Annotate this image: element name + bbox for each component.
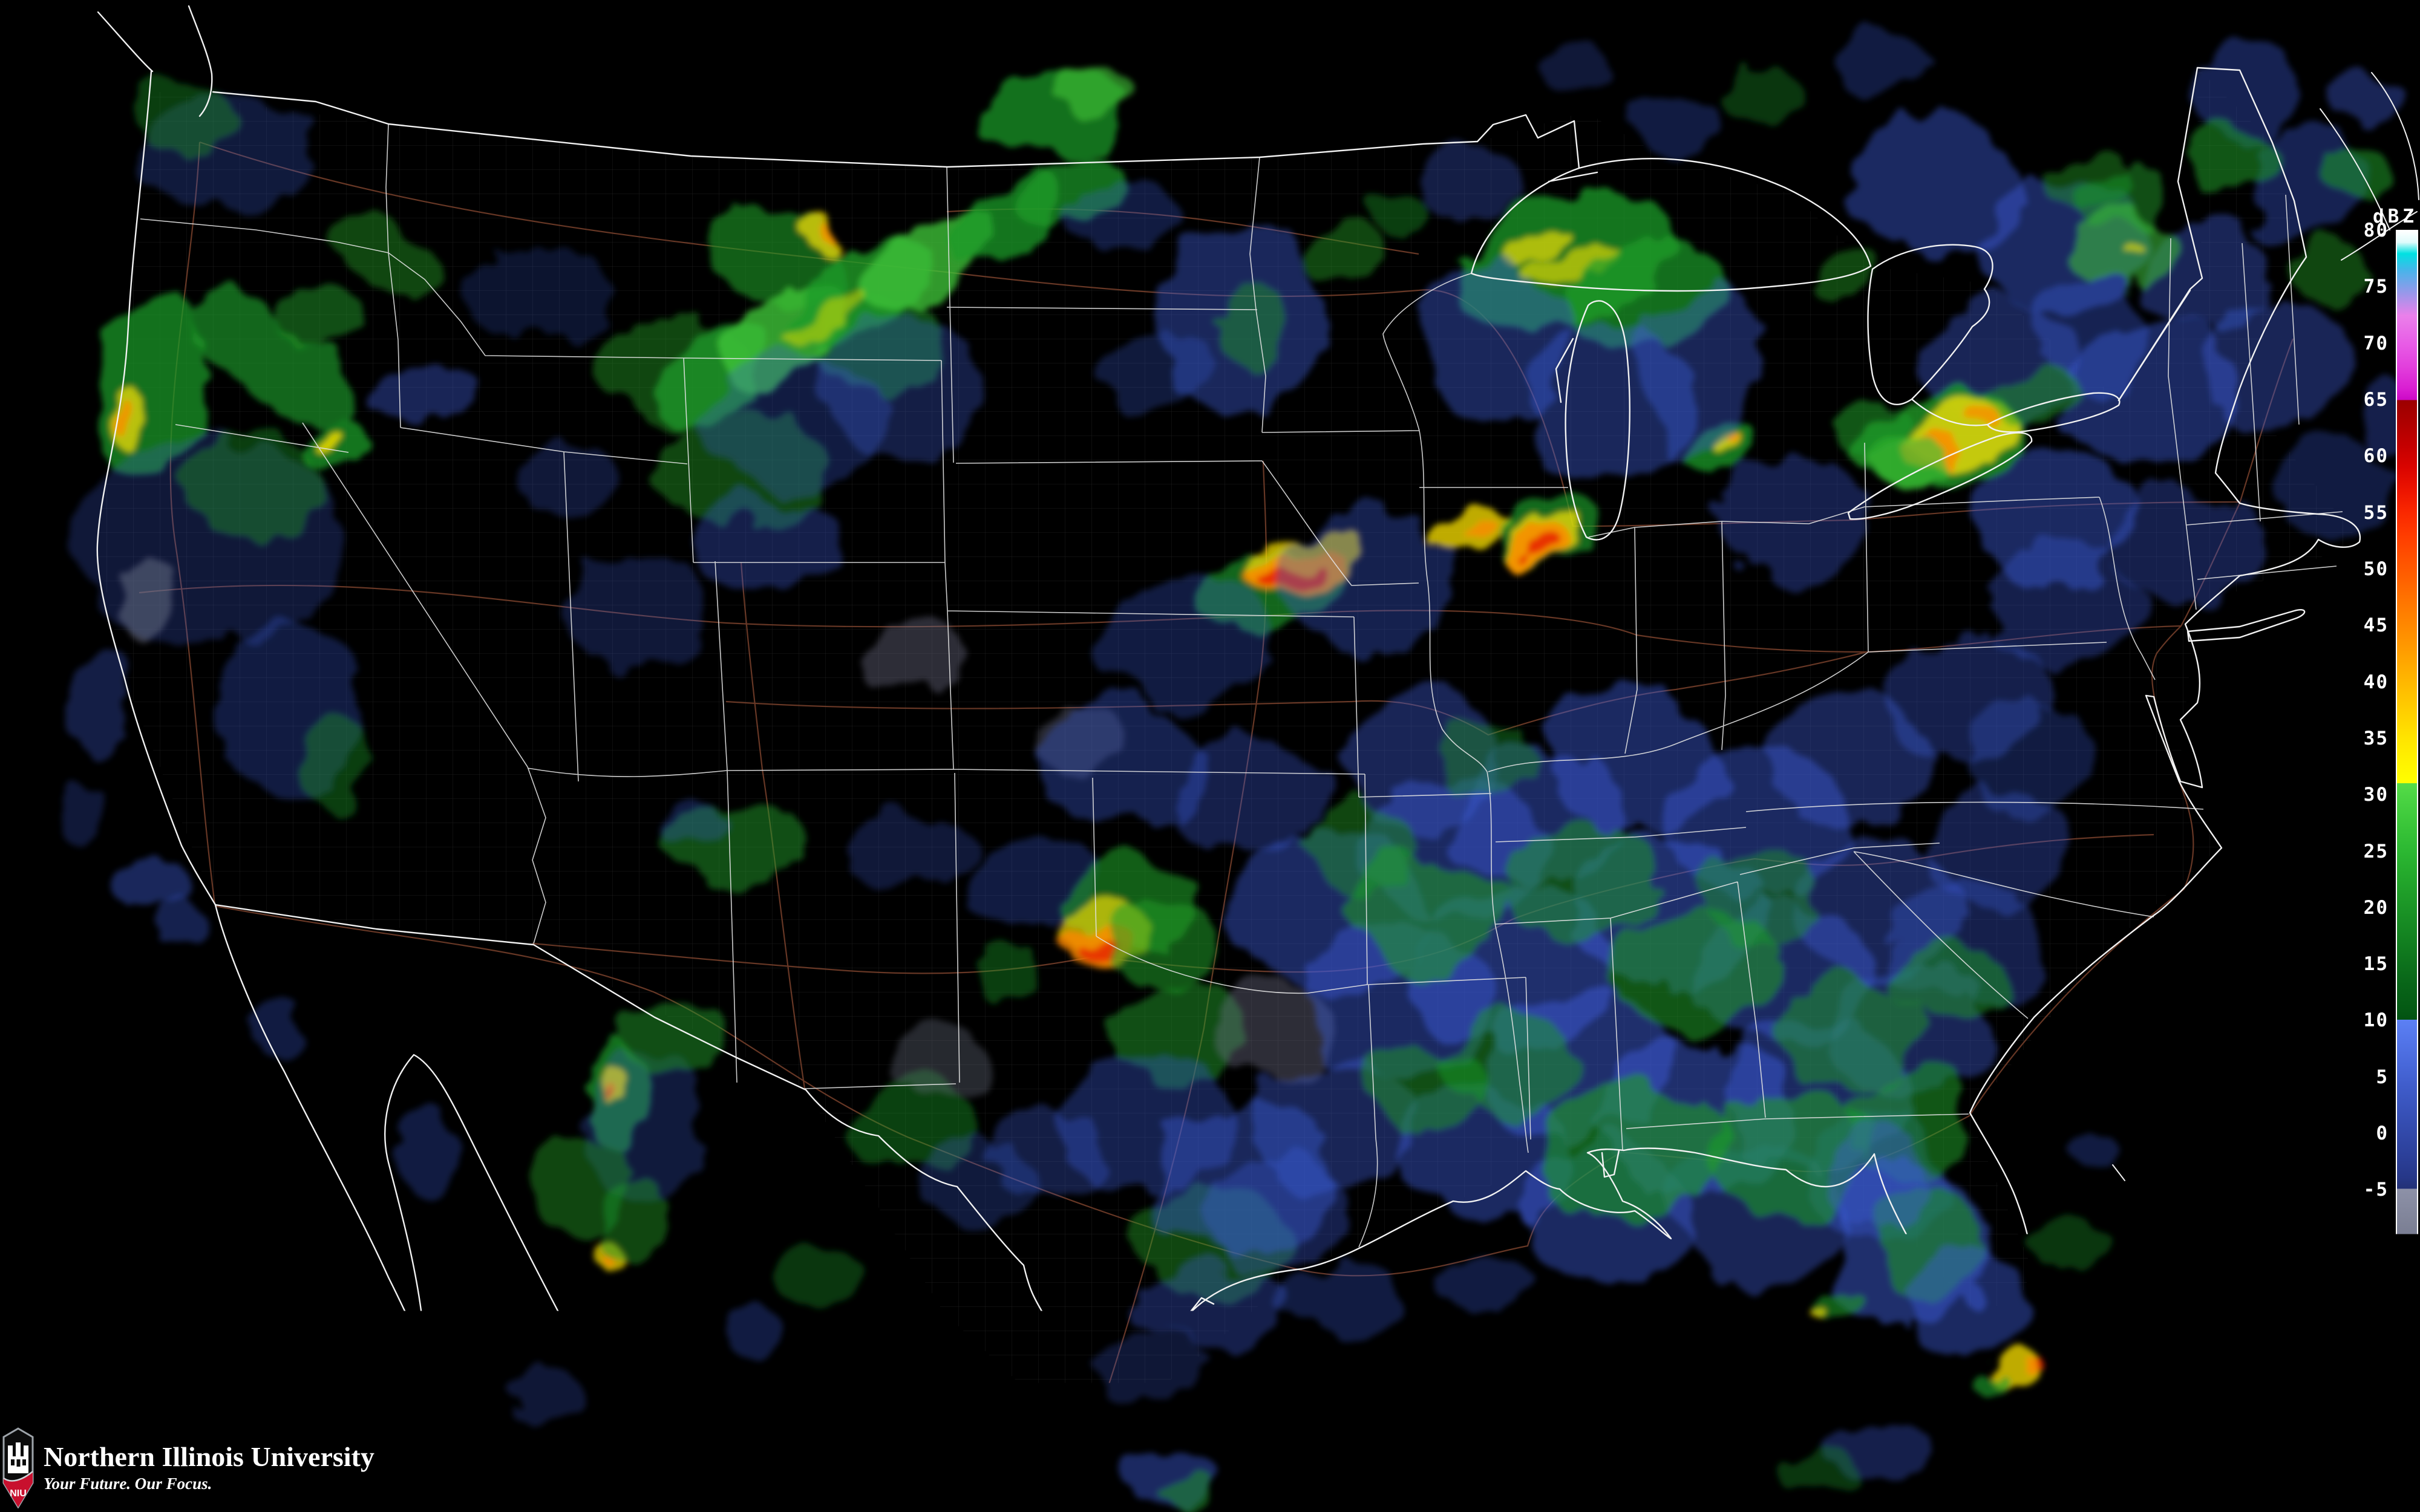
radar-echo: [1543, 1083, 1730, 1222]
colorbar-tick--20: -20: [2314, 1348, 2389, 1370]
radar-echo: [319, 438, 344, 454]
colorbar-tick-10: 10: [2314, 1009, 2389, 1031]
radar-echo: [375, 366, 472, 420]
radar-echo: [1370, 197, 1431, 239]
colorbar-tick--30: -30: [2314, 1461, 2389, 1483]
radar-echo: [819, 230, 841, 244]
radar-echo: [1270, 1270, 1398, 1337]
radar-echo: [68, 659, 126, 768]
radar-echo: [1819, 1302, 1838, 1314]
radar-echo: [2023, 1217, 2098, 1268]
radar-echo: [965, 947, 1044, 1001]
radar-echo: [1637, 290, 1764, 448]
radar-echo: [122, 556, 168, 641]
niu-branding: NIU Northern Illinois University Your Fu…: [2, 1427, 374, 1508]
radar-echo: [1774, 1453, 1862, 1492]
colorbar-tick-5: 5: [2314, 1066, 2389, 1088]
radar-echo: [1104, 578, 1267, 705]
colorbar-tick--5: -5: [2314, 1179, 2389, 1201]
radar-echo: [118, 404, 134, 431]
radar-echo: [299, 705, 372, 813]
radar-echo: [1694, 853, 1821, 943]
radar-echo: [1307, 804, 1422, 895]
radar-echo: [620, 995, 723, 1074]
radar-echo: [1833, 36, 1930, 97]
radar-echo: [1984, 369, 2075, 423]
radar-echo: [1434, 1258, 1537, 1312]
radar-echo: [2329, 67, 2396, 121]
radar-echo: [1210, 284, 1289, 375]
radar-echo: [1718, 67, 1803, 121]
radar-echo: [911, 1140, 1038, 1231]
colorbar-tick-60: 60: [2314, 445, 2389, 467]
colorbar-tick-35: 35: [2314, 728, 2389, 749]
radar-echo: [520, 448, 629, 520]
colorbar-tick-80: 80: [2314, 220, 2389, 241]
radar-echo: [1361, 1043, 1488, 1140]
dbz-colorbar: [2396, 230, 2418, 1471]
colorbar-tick-20: 20: [2314, 897, 2389, 919]
radar-echo: [1537, 39, 1621, 94]
colorbar-tick-15: 15: [2314, 953, 2389, 975]
radar-echo: [466, 248, 623, 345]
radar-echo: [2184, 121, 2275, 187]
radar-echo: [1101, 901, 1222, 986]
radar-echo: [892, 1025, 995, 1104]
radar-echo: [823, 314, 992, 460]
niu-shield-logo: NIU: [2, 1427, 34, 1508]
colorbar-tick-75: 75: [2314, 276, 2389, 298]
radar-echo: [2059, 1127, 2122, 1178]
radar-echo: [782, 1248, 857, 1299]
colorbar-tick-40: 40: [2314, 671, 2389, 693]
colorbar-tick--15: -15: [2314, 1292, 2389, 1314]
radar-echo: [1280, 511, 1455, 650]
radar-echo: [1095, 330, 1210, 408]
radar-echo: [868, 623, 971, 696]
radar-echo: [1966, 702, 2093, 816]
radar-echo: [182, 435, 327, 532]
university-name: Northern Illinois University: [44, 1442, 374, 1471]
radar-echo: [1053, 73, 1125, 121]
radar-echo: [1304, 224, 1376, 272]
radar-echo: [693, 499, 838, 596]
radar-echo: [1434, 720, 1537, 798]
castle-icon: [8, 1442, 28, 1473]
colorbar-tick-0: 0: [2314, 1123, 2389, 1144]
colorbar-tick-30: 30: [2314, 784, 2389, 806]
radar-echo: [2114, 247, 2131, 259]
radar-echo: [60, 780, 109, 853]
colorbar-tick--25: -25: [2314, 1405, 2389, 1427]
radar-echo: [248, 995, 302, 1067]
colorbar-tick-25: 25: [2314, 841, 2389, 862]
radar-echo: [1912, 1246, 2027, 1361]
radar-echo: [2111, 490, 2251, 605]
radar-echo: [154, 902, 215, 943]
us-radar-map: [0, 0, 2420, 1512]
radar-echo: [563, 556, 708, 665]
radar-echo: [2331, 147, 2394, 198]
radar-echo: [856, 813, 971, 892]
radar-echo: [393, 1107, 460, 1198]
radar-echo: [1419, 154, 1522, 221]
colorbar-tick-45: 45: [2314, 614, 2389, 636]
colorbar-tick-55: 55: [2314, 502, 2389, 524]
radar-echo: [1095, 1331, 1210, 1397]
colorbar-tick-65: 65: [2314, 389, 2389, 411]
colorbar-tick-70: 70: [2314, 333, 2389, 354]
mosaic-caption: NIU METEOROLOGY NEXRAD 1KM MOSAIC 03-31-…: [755, 1485, 1673, 1512]
radar-echo: [1618, 91, 1721, 157]
shield-niu-text: NIU: [10, 1488, 27, 1499]
radar-mosaic-screen: dBZ 80 75 70 65 60 55 50 45 40 35 30 25 20 15 10 5 0 -5 -1…: [0, 0, 2420, 1512]
radar-echo: [1715, 457, 1866, 584]
colorbar-tick-50: 50: [2314, 558, 2389, 580]
radar-echo: [1827, 399, 1906, 454]
radar-echo: [728, 1308, 791, 1359]
radar-echo: [1074, 175, 1189, 254]
colorbar-tick--10: -10: [2314, 1236, 2389, 1257]
radar-echo: [1198, 1155, 1349, 1270]
radar-echo: [602, 1179, 669, 1258]
university-tagline: Your Future. Our Focus.: [44, 1475, 374, 1493]
radar-echo: [510, 1363, 585, 1426]
